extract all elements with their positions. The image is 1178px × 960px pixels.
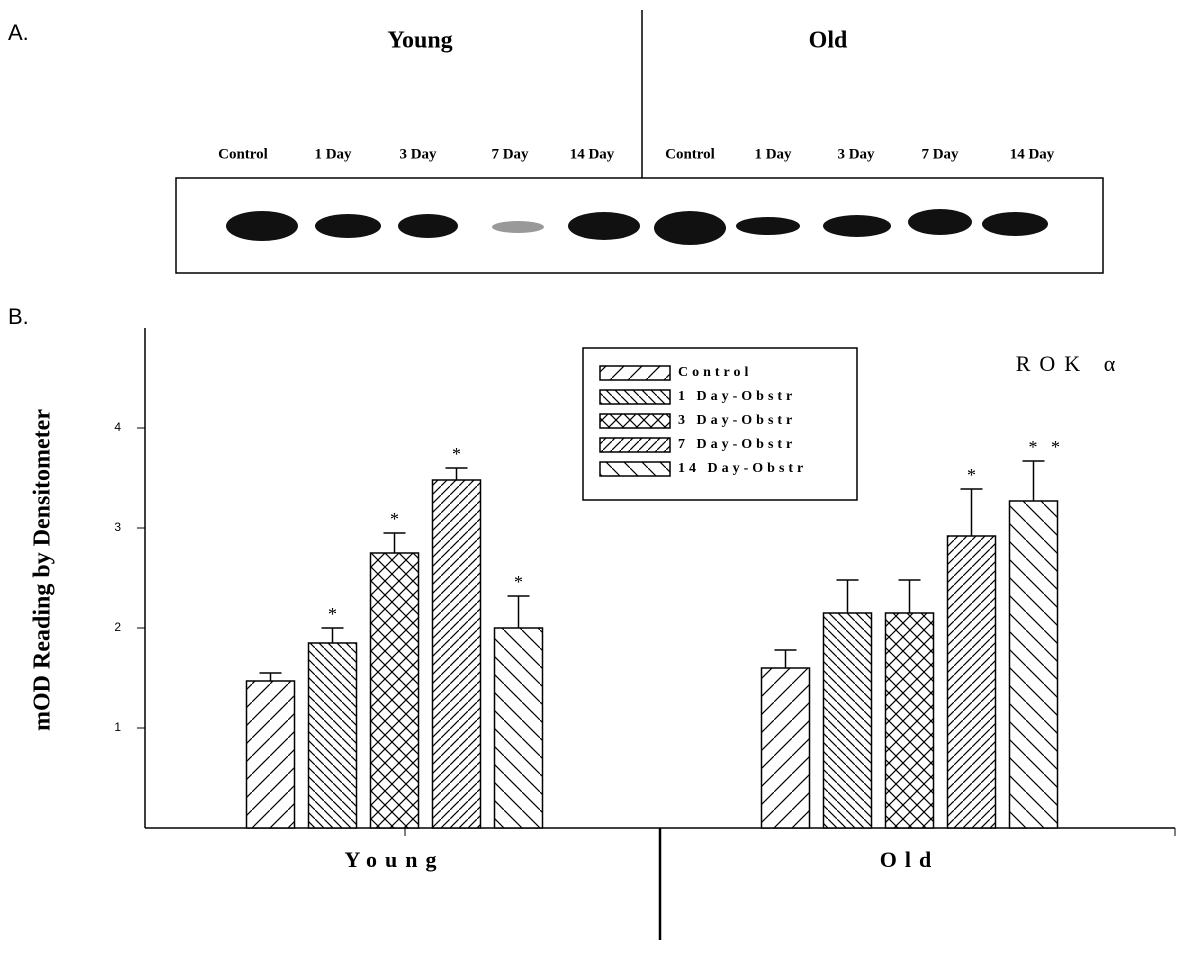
- error-bar: [899, 580, 921, 613]
- lane-label: 1 Day: [314, 146, 352, 162]
- error-bar: [837, 580, 859, 613]
- lane-label: 7 Day: [491, 146, 529, 162]
- error-bar: [322, 628, 344, 643]
- legend-label: 3 Day-Obstr: [678, 413, 796, 428]
- significance-mark: *: [967, 465, 976, 485]
- group-label: Young: [387, 28, 452, 54]
- significance-mark: *: [390, 509, 399, 529]
- y-tick-label: 2: [114, 620, 121, 634]
- lane-label: Control: [665, 146, 715, 162]
- lane-label: Control: [218, 146, 268, 162]
- legend-swatch: [600, 414, 670, 428]
- error-bar: [260, 673, 282, 681]
- significance-mark: *: [328, 604, 337, 624]
- legend-label: 14 Day-Obstr: [678, 461, 807, 476]
- lane-label: 14 Day: [570, 146, 615, 162]
- lane-label: 3 Day: [837, 146, 875, 162]
- group-label: Old: [809, 28, 848, 54]
- legend-label: 1 Day-Obstr: [678, 389, 796, 404]
- bar: [1010, 501, 1058, 828]
- bar: [371, 553, 419, 828]
- lane-label: 14 Day: [1010, 146, 1055, 162]
- error-bar: [508, 596, 530, 628]
- significance-mark: * *: [1029, 437, 1061, 457]
- significance-mark: *: [452, 444, 461, 464]
- error-bar: [384, 533, 406, 553]
- lane-label: 1 Day: [754, 146, 792, 162]
- y-tick-label: 3: [114, 520, 121, 534]
- legend-label: 7 Day-Obstr: [678, 437, 796, 452]
- legend-swatch: [600, 462, 670, 476]
- bar: [762, 668, 810, 828]
- bar: [247, 681, 295, 828]
- significance-mark: *: [514, 572, 523, 592]
- annotation: ROK α: [1016, 351, 1124, 376]
- error-bar: [1023, 461, 1045, 501]
- y-tick-label: 4: [114, 420, 121, 434]
- bar: [824, 613, 872, 828]
- bar: [495, 628, 543, 828]
- bar: [948, 536, 996, 828]
- panel-label: A.: [8, 20, 29, 45]
- error-bar: [961, 489, 983, 536]
- bar: [433, 480, 481, 828]
- bar: [309, 643, 357, 828]
- legend-label: Control: [678, 365, 752, 380]
- lane-label: 3 Day: [399, 146, 437, 162]
- error-bar: [775, 650, 797, 668]
- y-tick-label: 1: [114, 720, 121, 734]
- error-bar: [446, 468, 468, 480]
- x-tick-label: Old: [880, 847, 939, 872]
- legend-swatch: [600, 390, 670, 404]
- lane-label: 7 Day: [921, 146, 959, 162]
- legend-swatch: [600, 438, 670, 452]
- bar: [886, 613, 934, 828]
- x-tick-label: Young: [345, 847, 445, 872]
- panel-label: B.: [8, 304, 29, 329]
- y-axis-label: mOD Reading by Densitometer: [30, 409, 56, 731]
- figure: A. Young Old Control 1 Day 3 Day 7 Day 14 Da…: [0, 0, 1178, 960]
- legend-swatch: [600, 366, 670, 380]
